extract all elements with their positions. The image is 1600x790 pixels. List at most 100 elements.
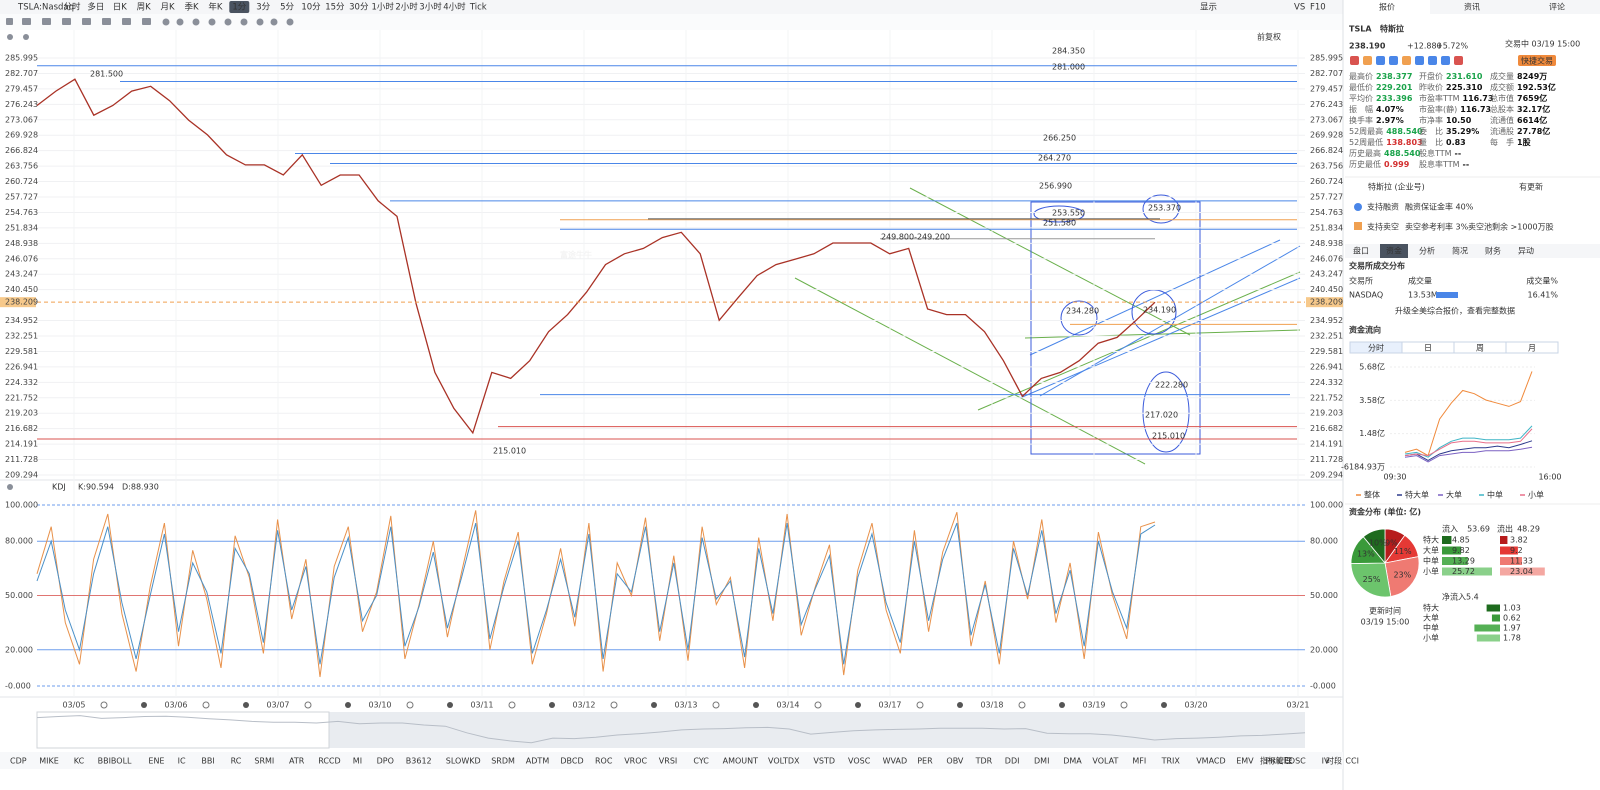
indicator-tab[interactable]: OBV (946, 757, 964, 766)
tool-icon[interactable] (22, 18, 31, 25)
indicator-tab[interactable]: SLOWKD (446, 757, 481, 766)
tool-icon[interactable] (102, 18, 111, 25)
period-tab[interactable]: 4小时 (443, 2, 466, 13)
tool-icon[interactable] (142, 18, 151, 25)
tool-icon[interactable] (82, 18, 91, 25)
indicator-name[interactable]: KDJ (52, 483, 66, 492)
subtab[interactable]: 简况 (1452, 246, 1468, 256)
upgrade-note[interactable]: 升级全美综合报价，查看完整数据 (1395, 306, 1515, 316)
indicator-tab[interactable]: CYC (693, 757, 709, 766)
indicator-tab[interactable]: VOLAT (1092, 757, 1118, 766)
period-tab[interactable]: 季K (184, 2, 199, 13)
side-tab[interactable]: 报价 (1379, 2, 1395, 12)
indicator-tab[interactable]: MI (353, 757, 362, 766)
indicator-tab[interactable]: VRSI (659, 757, 677, 766)
indicator-tab[interactable]: DDI (1005, 757, 1020, 766)
company-update[interactable]: 有更新 (1519, 182, 1543, 192)
tool-icon[interactable] (208, 18, 216, 26)
period-tab[interactable]: 日K (113, 3, 128, 13)
indicator-tab[interactable]: VMACD (1196, 757, 1225, 766)
navigator-window[interactable] (36, 711, 330, 749)
adjust-button[interactable]: 前复权 (1257, 32, 1281, 42)
indicator-tab[interactable]: KC (74, 757, 85, 766)
indicator-tab[interactable]: EMV (1236, 757, 1254, 766)
indicator-tab[interactable]: ATR (289, 757, 305, 766)
indicator-tab[interactable]: SRDM (491, 757, 515, 766)
period-active[interactable] (229, 1, 250, 13)
period-tab[interactable]: 年K (208, 2, 223, 13)
indicator-tab[interactable]: TRIX (1161, 757, 1181, 766)
indicator-tab[interactable]: DMA (1063, 757, 1082, 766)
indicator-tab[interactable]: CDP (10, 757, 27, 766)
indicator-tab[interactable]: ADTM (526, 757, 550, 766)
flow-tab[interactable]: 周 (1476, 344, 1484, 353)
indicator-tab[interactable]: CCI (1345, 757, 1359, 766)
subtab[interactable]: 资金 (1386, 246, 1402, 256)
flow-tab[interactable]: 日 (1424, 344, 1432, 353)
indicator-tab[interactable]: BBI (201, 757, 214, 766)
tool-icon[interactable] (62, 18, 71, 25)
indicator-tab[interactable]: IV (1322, 757, 1330, 766)
indicator-tab[interactable]: VOLTDX (768, 757, 800, 766)
indicator-tab[interactable]: AMOUNT (723, 757, 759, 766)
indicator-tab[interactable]: PER (917, 757, 933, 766)
indicator-tab[interactable]: RC (231, 757, 242, 766)
period-tab[interactable]: Tick (469, 3, 487, 13)
subtab[interactable]: 分析 (1419, 246, 1435, 256)
indicator-tab[interactable]: VOSC (848, 757, 871, 766)
indicator-manage[interactable]: 指标管理 (1260, 756, 1292, 766)
period-tab[interactable]: 2小时 (395, 2, 418, 13)
tool-icon[interactable] (256, 18, 264, 26)
tool-icon[interactable] (224, 18, 232, 26)
period-tab[interactable]: 1小时 (371, 2, 394, 13)
tool-icon[interactable] (6, 18, 13, 25)
period-tab[interactable]: 多日 (87, 2, 104, 13)
tool-icons[interactable] (6, 18, 294, 490)
period-tab[interactable]: 周K (137, 3, 152, 13)
quick-trade[interactable]: 快捷交易 (1521, 56, 1553, 66)
indicator-tab[interactable]: TDR (975, 757, 993, 766)
indicator-tab[interactable]: MFI (1132, 757, 1146, 766)
indicator-tab[interactable]: IC (178, 757, 186, 766)
indicator-tab[interactable]: B3612 (406, 757, 432, 766)
indicator-tab[interactable]: BBIBOLL (98, 757, 132, 766)
indicator-tab[interactable]: WVAD (883, 757, 908, 766)
subtab[interactable]: 异动 (1518, 246, 1534, 256)
indicator-tab[interactable]: DMI (1034, 757, 1049, 766)
period-tab[interactable]: 月K (161, 3, 176, 13)
indicator-tab[interactable]: SRMI (254, 757, 274, 766)
tool-icon[interactable] (162, 18, 170, 26)
settings-icon[interactable] (7, 484, 13, 490)
subtab[interactable]: 财务 (1485, 246, 1501, 256)
indicator-tab[interactable]: VROC (624, 757, 647, 766)
toolbar-button[interactable]: F10 (1310, 3, 1326, 13)
side-tab[interactable]: 资讯 (1464, 2, 1480, 12)
subtab[interactable]: 盘口 (1353, 246, 1369, 256)
tool-icon[interactable] (122, 18, 131, 25)
indicator-tab[interactable]: MIKE (39, 757, 59, 766)
indicator-tab[interactable]: DPO (377, 757, 394, 766)
tool-icon[interactable] (270, 18, 278, 26)
flow-tab[interactable]: 月 (1528, 344, 1536, 353)
indicator-tab[interactable]: VSTD (813, 757, 835, 766)
indicator-tab[interactable]: DBCD (560, 757, 583, 766)
period-tab[interactable]: 15分 (325, 3, 345, 13)
indicator-tab[interactable]: PRICEOSC (1265, 757, 1306, 766)
toolbar-button[interactable]: VS (1294, 3, 1305, 13)
session-button[interactable]: 时段 (1326, 756, 1342, 766)
tool-icon[interactable] (192, 18, 200, 26)
flow-tab[interactable]: 分时 (1368, 343, 1384, 353)
settings-icon[interactable] (7, 34, 13, 40)
side-tab[interactable]: 评论 (1549, 2, 1565, 12)
period-tab[interactable]: 30分 (349, 3, 369, 13)
period-tab[interactable]: 3分 (256, 3, 270, 13)
period-tab[interactable]: 10分 (301, 3, 321, 13)
period-tab[interactable]: 3小时 (419, 2, 442, 13)
tool-icon[interactable] (286, 18, 294, 26)
tool-icon[interactable] (240, 18, 248, 26)
company-link[interactable]: 特斯拉 (企业号) (1368, 182, 1425, 192)
quick-trade-btn[interactable] (1518, 55, 1556, 66)
period-tab[interactable]: 1分 (232, 3, 246, 13)
flow-tab-box[interactable] (1505, 341, 1559, 354)
tool-icon[interactable] (42, 18, 51, 25)
